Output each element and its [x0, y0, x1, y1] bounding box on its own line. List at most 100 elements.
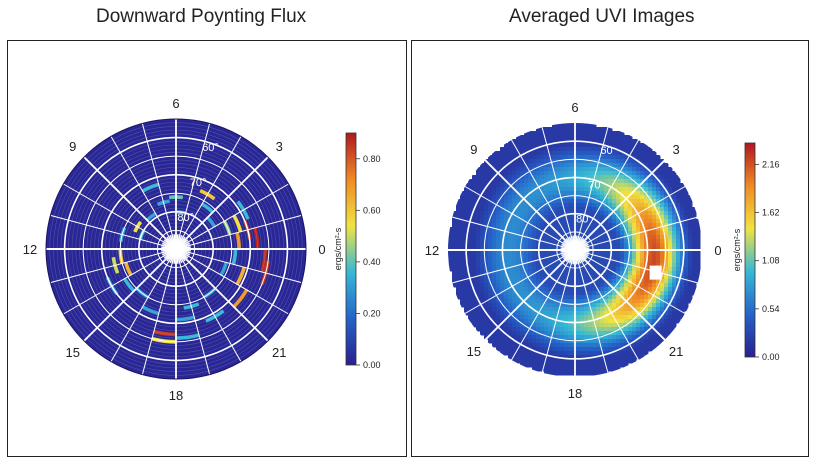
- latitude-label: 70: [588, 179, 600, 191]
- uvi-pixel: [600, 203, 605, 208]
- uvi-pixel: [604, 315, 609, 320]
- uvi-pixel: [584, 315, 589, 320]
- mlt-spoke: [83, 256, 169, 342]
- uvi-pixel: [548, 311, 553, 316]
- uvi-pixel: [556, 327, 561, 332]
- uvi-pixel: [560, 335, 565, 340]
- uvi-pixel: [640, 259, 645, 264]
- uvi-pixel: [692, 243, 697, 248]
- uvi-pixel: [592, 235, 597, 240]
- uvi-pixel: [584, 355, 589, 360]
- uvi-pixel: [496, 331, 501, 336]
- uvi-pixel: [552, 315, 557, 320]
- uvi-pixel: [620, 243, 625, 248]
- uvi-pixel: [584, 195, 589, 200]
- uvi-pixel: [580, 183, 585, 188]
- uvi-pixel: [600, 191, 605, 196]
- uvi-pixel: [480, 287, 485, 292]
- uvi-pixel: [656, 295, 661, 300]
- colorbar-label: ergs/cm²-s: [333, 227, 343, 270]
- uvi-pixel: [588, 251, 593, 256]
- uvi-pixel: [500, 315, 505, 320]
- flux-cell: [235, 232, 241, 249]
- uvi-pixel: [460, 287, 465, 292]
- uvi-pixel: [508, 203, 513, 208]
- uvi-pixel: [552, 371, 557, 376]
- uvi-pixel: [600, 331, 605, 336]
- mlt-spoke: [484, 257, 568, 341]
- uvi-pixel: [652, 303, 657, 308]
- uvi-pixel: [564, 299, 569, 304]
- uvi-pixel: [624, 315, 629, 320]
- uvi-pixel: [484, 307, 489, 312]
- uvi-pixel: [588, 307, 593, 312]
- uvi-pixel: [564, 167, 569, 172]
- uvi-pixel: [640, 355, 645, 360]
- uvi-pixel: [680, 215, 685, 220]
- uvi-pixel: [628, 307, 633, 312]
- uvi-pixel: [684, 239, 689, 244]
- uvi-pixel: [652, 159, 657, 164]
- uvi-pixel: [516, 231, 521, 236]
- uvi-pixel: [636, 223, 641, 228]
- uvi-pixel: [568, 227, 573, 232]
- uvi-pixel: [556, 295, 561, 300]
- uvi-pixel: [592, 155, 597, 160]
- uvi-pixel: [652, 179, 657, 184]
- uvi-pixel: [532, 151, 537, 156]
- uvi-pixel: [536, 179, 541, 184]
- uvi-pixel: [688, 223, 693, 228]
- mlt-label: 18: [169, 388, 183, 403]
- uvi-pixel: [524, 259, 529, 264]
- uvi-pixel: [648, 195, 653, 200]
- uvi-pixel: [532, 315, 537, 320]
- uvi-pixel: [516, 211, 521, 216]
- mlt-spoke: [584, 186, 686, 245]
- uvi-pixel: [472, 231, 477, 236]
- uvi-pixel: [664, 243, 669, 248]
- uvi-pixel: [528, 283, 533, 288]
- uvi-pixel: [620, 163, 625, 168]
- uvi-pixel: [672, 239, 677, 244]
- uvi-pixel: [672, 195, 677, 200]
- uvi-pixel: [464, 287, 469, 292]
- uvi-pixel: [544, 367, 549, 372]
- uvi-pixel: [492, 191, 497, 196]
- uvi-pixel: [656, 155, 661, 160]
- flux-cell: [206, 216, 217, 228]
- uvi-pixel: [492, 163, 497, 168]
- uvi-pixel: [628, 287, 633, 292]
- uvi-pixel: [552, 367, 557, 372]
- uvi-pixel: [552, 307, 557, 312]
- uvi-pixel: [528, 363, 533, 368]
- uvi-pixel: [592, 351, 597, 356]
- uvi-pixel: [612, 183, 617, 188]
- uvi-pixel: [508, 271, 513, 276]
- mlt-label: 12: [23, 242, 37, 257]
- uvi-pixel: [660, 303, 665, 308]
- uvi-pixel: [580, 323, 585, 328]
- uvi-pixel: [512, 331, 517, 336]
- uvi-pixel: [488, 211, 493, 216]
- uvi-pixel: [552, 231, 557, 236]
- uvi-pixel: [560, 275, 565, 280]
- uvi-pixel: [616, 171, 621, 176]
- uvi-pixel: [500, 347, 505, 352]
- uvi-pixel: [484, 203, 489, 208]
- uvi-pixel: [616, 287, 621, 292]
- uvi-pixel: [564, 311, 569, 316]
- uvi-pixel: [616, 227, 621, 232]
- uvi-pixel: [660, 331, 665, 336]
- uvi-pixel: [624, 231, 629, 236]
- uvi-pixel: [524, 207, 529, 212]
- mlt-spoke: [181, 136, 242, 240]
- uvi-pixel: [612, 327, 617, 332]
- uvi-pixel: [516, 227, 521, 232]
- uvi-pixel: [668, 291, 673, 296]
- uvi-pixel: [532, 367, 537, 372]
- uvi-pixel: [656, 239, 661, 244]
- uvi-pixel: [508, 347, 513, 352]
- uvi-pixel: [648, 331, 653, 336]
- uvi-pixel: [628, 239, 633, 244]
- uvi-pixel: [552, 179, 557, 184]
